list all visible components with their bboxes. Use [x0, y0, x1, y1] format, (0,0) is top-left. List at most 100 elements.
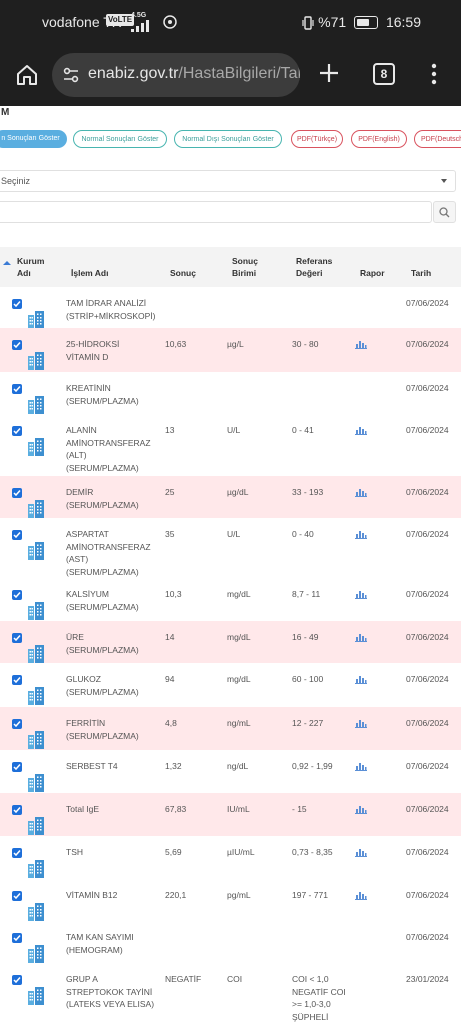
test-name: GRUP A STREPTOKOK TAYİNİ (LATEKS VEYA EL… — [66, 974, 155, 1009]
building-icon — [27, 816, 45, 836]
chart-icon[interactable] — [355, 805, 367, 814]
chart-icon[interactable] — [355, 340, 367, 349]
row-checkbox[interactable] — [12, 340, 22, 350]
search-button[interactable] — [433, 201, 456, 223]
site-settings-icon[interactable] — [62, 66, 80, 84]
show-normal-results-button[interactable]: Normal Sonuçları Göster — [73, 130, 167, 148]
row-checkbox[interactable] — [12, 530, 22, 540]
row-checkbox[interactable] — [12, 675, 22, 685]
building-icon — [27, 541, 45, 561]
test-name: TAM İDRAR ANALİZİ (STRİP+MİKROSKOPİ) — [66, 298, 156, 321]
pdf-deutsch-button[interactable]: PDF(Deutsch — [414, 130, 461, 148]
test-name: GLUKOZ (SERUM/PLAZMA) — [66, 674, 139, 697]
search-icon — [439, 207, 450, 218]
test-date: 07/06/2024 — [406, 761, 449, 771]
battery-icon — [354, 15, 379, 29]
building-icon — [27, 730, 45, 750]
chart-icon[interactable] — [355, 590, 367, 599]
row-checkbox[interactable] — [12, 719, 22, 729]
row-checkbox[interactable] — [12, 762, 22, 772]
row-checkbox[interactable] — [12, 933, 22, 943]
test-date: 07/06/2024 — [406, 932, 449, 942]
chart-icon[interactable] — [355, 426, 367, 435]
tab-switcher-button[interactable]: 8 — [373, 63, 395, 85]
row-checkbox[interactable] — [12, 426, 22, 436]
chart-icon[interactable] — [355, 719, 367, 728]
address-bar[interactable]: enabiz.gov.tr/HastaBilgileri/Tah — [52, 53, 300, 97]
table-row: ASPARTAT AMİNOTRANSFERAZ (AST) (SERUM/PL… — [0, 518, 461, 578]
test-result: 220,1 — [165, 890, 187, 900]
select-value: Seçiniz — [1, 176, 31, 186]
row-checkbox[interactable] — [12, 590, 22, 600]
table-row: ÜRE (SERUM/PLAZMA) 14 mg/dL 16 - 49 07/06/20… — [0, 621, 461, 663]
chart-icon[interactable] — [355, 488, 367, 497]
test-reference: 0,73 - 8,35 — [292, 847, 333, 857]
page-content: M n Sonuçları Göster Normal Sonuçları Gö… — [0, 106, 461, 1024]
building-icon — [27, 902, 45, 922]
test-unit: mg/dL — [227, 674, 251, 684]
test-reference: 0 - 41 — [292, 425, 314, 435]
test-result: 10,3 — [165, 589, 182, 599]
table-header: Kurum Adı İşlem Adı Sonuç Sonuç Birimi R… — [0, 247, 461, 287]
header-kurum: Kurum Adı — [17, 256, 45, 278]
test-unit: U/L — [227, 425, 241, 435]
row-checkbox[interactable] — [12, 384, 22, 394]
table-row: 25-HİDROKSİ VİTAMİN D 10,63 µg/L 30 - 80 07/… — [0, 328, 461, 372]
row-checkbox[interactable] — [12, 488, 22, 498]
test-result: 14 — [165, 632, 175, 642]
url-host: enabiz.gov.tr — [88, 65, 179, 82]
home-icon[interactable] — [15, 63, 39, 87]
test-reference: 8,7 - 11 — [292, 589, 321, 599]
test-date: 07/06/2024 — [406, 383, 449, 393]
row-checkbox[interactable] — [12, 891, 22, 901]
test-name: DEMİR (SERUM/PLAZMA) — [66, 487, 139, 510]
filter-select[interactable]: Seçiniz — [0, 170, 456, 192]
test-result: 13 — [165, 425, 175, 435]
header-birim: Sonuç Birimi — [232, 256, 258, 278]
more-menu-icon[interactable] — [428, 62, 440, 86]
table-row: TSH 5,69 µIU/mL 0,73 - 8,35 07/06/2024 — [0, 836, 461, 879]
pdf-english-button[interactable]: PDF(English) — [351, 130, 407, 148]
test-name: FERRİTİN (SERUM/PLAZMA) — [66, 718, 139, 741]
sort-icon[interactable] — [3, 261, 11, 271]
table-row: GRUP A STREPTOKOK TAYİNİ (LATEKS VEYA EL… — [0, 963, 461, 1024]
search-input[interactable] — [0, 201, 432, 223]
carrier-name: vodafone TR — [42, 14, 122, 30]
row-checkbox[interactable] — [12, 848, 22, 858]
test-result: 10,63 — [165, 339, 187, 349]
signal-icon — [131, 20, 149, 32]
row-checkbox[interactable] — [12, 975, 22, 985]
show-all-results-button[interactable]: n Sonuçları Göster — [0, 130, 67, 148]
test-result: NEGATİF — [165, 974, 202, 984]
chart-icon[interactable] — [355, 633, 367, 642]
test-date: 07/06/2024 — [406, 632, 449, 642]
row-checkbox[interactable] — [12, 805, 22, 815]
chart-icon[interactable] — [355, 762, 367, 771]
chart-icon[interactable] — [355, 891, 367, 900]
test-reference: 33 - 193 — [292, 487, 324, 497]
page-title: M — [1, 107, 10, 118]
building-icon — [27, 986, 45, 1006]
table-row: VİTAMİN B12 220,1 pg/mL 197 - 771 07/06/2024 — [0, 879, 461, 921]
table-row: KREATİNİN (SERUM/PLAZMA) 07/06/2024 — [0, 372, 461, 414]
test-date: 07/06/2024 — [406, 589, 449, 599]
vibrate-icon — [302, 16, 314, 30]
test-unit: ng/mL — [227, 718, 251, 728]
pdf-turkish-button[interactable]: PDF(Türkçe) — [291, 130, 343, 148]
test-date: 07/06/2024 — [406, 339, 449, 349]
chart-icon[interactable] — [355, 675, 367, 684]
test-unit: U/L — [227, 529, 241, 539]
row-checkbox[interactable] — [12, 299, 22, 309]
new-tab-icon[interactable] — [318, 62, 340, 84]
test-unit: ng/dL — [227, 761, 249, 771]
row-checkbox[interactable] — [12, 633, 22, 643]
test-name: TSH — [66, 847, 83, 857]
chart-icon[interactable] — [355, 848, 367, 857]
test-reference: 197 - 771 — [292, 890, 328, 900]
show-abnormal-results-button[interactable]: Normal Dışı Sonuçları Göster — [174, 130, 282, 148]
url-text: enabiz.gov.tr/HastaBilgileri/Tah — [88, 65, 300, 83]
building-icon — [27, 944, 45, 964]
chart-icon[interactable] — [355, 530, 367, 539]
hotspot-icon — [163, 15, 177, 29]
building-icon — [27, 499, 45, 519]
